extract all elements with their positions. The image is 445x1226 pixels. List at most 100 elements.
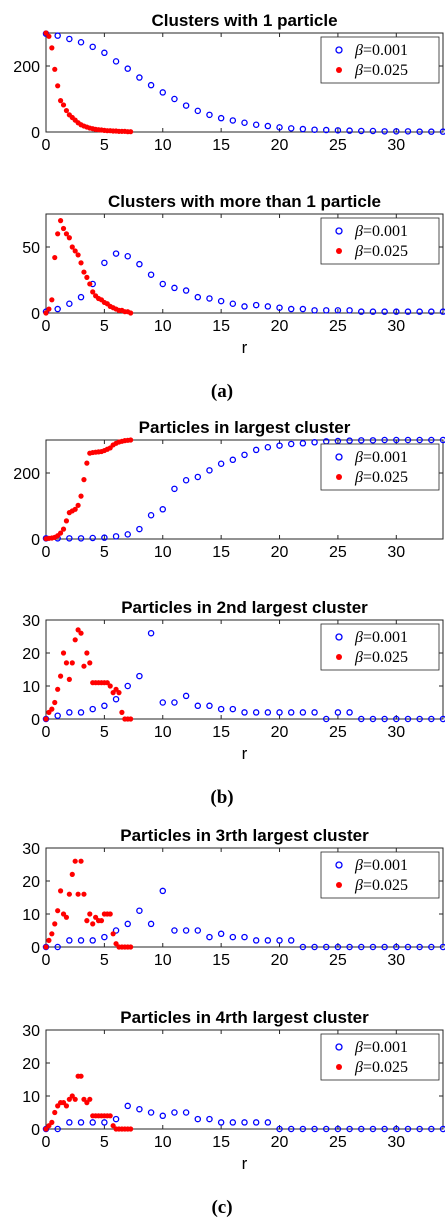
data-point (136, 907, 143, 914)
data-point (229, 933, 237, 941)
data-point (57, 673, 64, 679)
data-point (66, 235, 72, 241)
legend-box (320, 1033, 440, 1081)
data-point (69, 660, 75, 666)
data-point (393, 715, 400, 723)
legend-marker (335, 633, 343, 641)
data-point (194, 927, 202, 934)
x-tick-label: 20 (271, 724, 289, 741)
data-point (112, 695, 120, 703)
x-tick-label: 5 (100, 952, 109, 969)
data-point (75, 252, 81, 258)
data-point (112, 1115, 120, 1123)
data-point (252, 1119, 260, 1126)
data-point (182, 927, 190, 934)
data-point (404, 128, 412, 135)
x-tick-label: 25 (329, 137, 347, 154)
data-point (276, 709, 283, 716)
data-point (428, 943, 435, 951)
data-point (147, 271, 155, 278)
data-point (147, 81, 155, 89)
x-tick-label: 5 (100, 1134, 109, 1151)
legend-label: β=0.025 (354, 1059, 408, 1076)
legend-marker (336, 248, 342, 254)
data-point (194, 473, 202, 481)
data-point (393, 1125, 400, 1133)
data-point (299, 125, 307, 133)
data-point (264, 444, 272, 451)
data-point (77, 535, 85, 542)
data-point (322, 1125, 330, 1133)
data-point (287, 709, 295, 716)
data-point (101, 534, 108, 541)
data-point (63, 518, 70, 524)
data-point (52, 254, 58, 261)
data-point (206, 933, 213, 941)
data-point (147, 1109, 155, 1116)
y-tick-label: 0 (31, 940, 40, 957)
x-tick-label: 20 (271, 952, 289, 969)
y-tick-label: 30 (22, 1023, 40, 1040)
data-point (52, 66, 58, 72)
data-point (404, 436, 412, 444)
chart-2: Clusters with more than 1 particle 0 5 10 15… (22, 192, 445, 357)
data-point (101, 933, 108, 941)
data-point (107, 683, 113, 689)
data-point (46, 306, 52, 312)
chart-title: Particles in 4rth largest cluster (120, 1008, 369, 1027)
data-point (416, 436, 423, 444)
data-point (124, 65, 131, 72)
data-point (346, 307, 353, 314)
data-point (57, 218, 64, 224)
data-point (381, 1125, 388, 1133)
data-point (147, 920, 155, 928)
data-point (311, 126, 318, 133)
data-point (182, 692, 190, 700)
data-point (52, 921, 58, 927)
legend-label: β=0.025 (354, 469, 408, 486)
data-point (416, 943, 423, 951)
data-point (346, 709, 353, 716)
data-point (69, 871, 75, 878)
data-point (393, 436, 400, 444)
data-point (54, 305, 61, 313)
data-point (112, 533, 120, 540)
data-point (334, 1125, 342, 1133)
data-point (57, 530, 64, 536)
x-tick-label: 15 (212, 318, 230, 335)
data-point (428, 308, 435, 315)
x-tick-label: 0 (42, 137, 51, 154)
data-point (159, 1112, 167, 1120)
data-point (358, 437, 365, 444)
data-point (69, 244, 75, 250)
data-point (78, 630, 84, 636)
data-point (147, 629, 155, 637)
data-point (276, 124, 283, 131)
data-point (241, 119, 248, 127)
data-point (136, 260, 143, 268)
data-point (49, 706, 55, 712)
x-tick-label: 30 (387, 544, 405, 561)
data-point (206, 702, 213, 710)
data-point (77, 1119, 85, 1126)
x-tick-label: 10 (154, 724, 172, 741)
legend-marker (336, 1064, 342, 1070)
x-axis-label: r (242, 744, 248, 763)
data-point (60, 102, 67, 108)
data-point (89, 1119, 96, 1126)
data-point (101, 49, 108, 57)
data-point (43, 716, 49, 722)
data-point (206, 1115, 213, 1123)
data-point (241, 303, 248, 310)
series-1 (42, 250, 445, 315)
chart-6: Particles in 4rth largest cluster 0 5 10 15 2… (22, 1008, 445, 1173)
data-point (276, 304, 283, 311)
y-tick-label: 50 (22, 240, 40, 257)
data-point (287, 305, 295, 313)
data-point (334, 127, 342, 134)
data-point (171, 927, 178, 934)
data-point (49, 931, 55, 937)
data-point (299, 943, 307, 951)
data-point (49, 297, 55, 303)
data-point (98, 918, 105, 924)
